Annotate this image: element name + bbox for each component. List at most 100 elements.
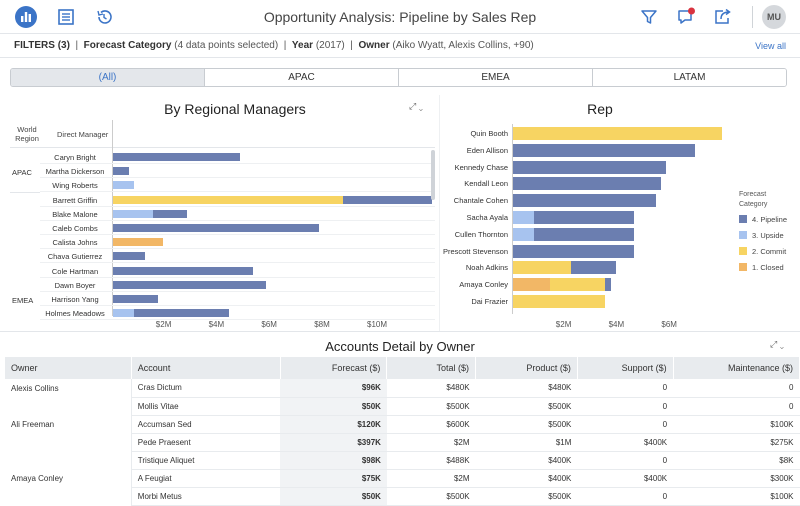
manager-name-0[interactable]: Caryn Bright bbox=[54, 153, 96, 162]
tab-apac[interactable]: APAC bbox=[204, 69, 398, 86]
legend-item-closed[interactable]: 1. Closed bbox=[739, 263, 784, 272]
bar-pipeline[interactable] bbox=[571, 261, 616, 275]
bar-pipeline[interactable] bbox=[513, 177, 661, 191]
manager-name-11[interactable]: Holmes Meadows bbox=[45, 309, 105, 319]
rep-name-5[interactable]: Sacha Ayala bbox=[466, 213, 508, 222]
table-row[interactable]: Alexis Collins Cras Dictum $96K $480K $480K 0… bbox=[5, 379, 800, 398]
rep-name-9[interactable]: Amaya Conley bbox=[459, 280, 508, 290]
bar-pipeline[interactable] bbox=[342, 195, 433, 204]
left-axis-line bbox=[112, 120, 113, 316]
table-row bbox=[40, 221, 435, 235]
rep-name-6[interactable]: Cullen Thornton bbox=[454, 229, 508, 239]
filter-icon[interactable] bbox=[637, 5, 661, 29]
comment-icon[interactable] bbox=[674, 5, 698, 29]
manager-name-1[interactable]: Martha Dickerson bbox=[45, 167, 105, 177]
bar-pipeline[interactable] bbox=[113, 153, 240, 161]
legend-item-upside[interactable]: 3. Upside bbox=[739, 231, 784, 240]
rep-name-3[interactable]: Kendall Leon bbox=[464, 179, 508, 189]
table-row[interactable]: Tristique Aliquet $98K $488K $400K 0 $8K bbox=[5, 451, 800, 470]
table-row bbox=[40, 235, 435, 250]
bar-commit[interactable] bbox=[549, 278, 606, 292]
col-account[interactable]: Account bbox=[131, 357, 281, 379]
bar-upside[interactable] bbox=[113, 209, 153, 218]
bar-pipeline[interactable] bbox=[113, 280, 267, 289]
bar-chart-icon[interactable] bbox=[14, 5, 38, 29]
manager-name-7[interactable]: Chava Gutierrez bbox=[47, 252, 103, 262]
bar-pipeline[interactable] bbox=[513, 160, 667, 174]
col-maintenance[interactable]: Maintenance ($) bbox=[673, 357, 800, 379]
rep-name-7[interactable]: Prescott Stevenson bbox=[442, 246, 508, 256]
rep-name-2[interactable]: Kennedy Chase bbox=[454, 162, 508, 172]
manager-name-9[interactable]: Dawn Boyer bbox=[54, 280, 96, 290]
filter-forecast-value: (4 data points selected) bbox=[174, 40, 279, 51]
bar-upside[interactable] bbox=[113, 309, 135, 318]
manager-name-5[interactable]: Caleb Combs bbox=[52, 224, 98, 233]
bar-pipeline[interactable] bbox=[534, 211, 635, 224]
rep-name-0[interactable]: Quin Booth bbox=[470, 129, 508, 138]
accounts-table: Owner Account Forecast ($) Total ($) Pro… bbox=[5, 357, 800, 506]
expand-icon[interactable]: ⤢ ⌄ bbox=[409, 101, 423, 111]
col-support[interactable]: Support ($) bbox=[577, 357, 674, 379]
bar-pipeline[interactable] bbox=[152, 209, 187, 218]
bar-pipeline[interactable] bbox=[113, 167, 129, 176]
bar-commit[interactable] bbox=[113, 195, 343, 204]
list-icon[interactable] bbox=[54, 5, 78, 29]
bar-commit[interactable] bbox=[513, 295, 606, 308]
table-row[interactable]: Morbi Metus $50K $500K $500K 0 $100K bbox=[5, 487, 800, 506]
cell-account: Pede Praesent bbox=[130, 433, 280, 452]
history-icon[interactable] bbox=[92, 5, 116, 29]
left-chart-scrollbar[interactable] bbox=[431, 150, 435, 200]
table-row[interactable]: Pede Praesent $397K $2M $1M $400K $275K bbox=[5, 433, 800, 452]
bar-pipeline[interactable] bbox=[513, 143, 696, 157]
bar-upside[interactable] bbox=[513, 227, 535, 241]
tab-latam[interactable]: LATAM bbox=[592, 69, 786, 86]
legend-item-pipeline[interactable]: 4. Pipeline bbox=[739, 215, 787, 224]
cell-support: 0 bbox=[577, 379, 674, 398]
bar-pipeline[interactable] bbox=[134, 309, 230, 318]
bar-upside[interactable] bbox=[113, 181, 135, 190]
cell-maintenance: $100K bbox=[673, 487, 800, 506]
bar-pipeline[interactable] bbox=[534, 227, 635, 241]
rep-name-8[interactable]: Noah Adkins bbox=[465, 263, 508, 273]
table-row[interactable]: Mollis Vitae $50K $500K $500K 0 0 bbox=[5, 397, 800, 416]
bar-pipeline[interactable] bbox=[113, 295, 158, 303]
bar-commit[interactable] bbox=[513, 127, 722, 140]
manager-name-8[interactable]: Cole Hartman bbox=[51, 266, 99, 276]
table-row[interactable]: Amaya Conley A Feugiat $75K $2M $400K $400K $3… bbox=[5, 469, 800, 488]
rep-name-10[interactable]: Dai Frazier bbox=[471, 297, 508, 306]
bar-commit[interactable] bbox=[513, 261, 572, 275]
bar-pipeline[interactable] bbox=[113, 252, 145, 261]
bar-pipeline[interactable] bbox=[113, 266, 253, 275]
bar-closed[interactable] bbox=[113, 238, 164, 247]
col-total[interactable]: Total ($) bbox=[386, 357, 477, 379]
avatar[interactable]: MU bbox=[762, 5, 786, 29]
manager-name-10[interactable]: Harrison Yang bbox=[51, 295, 99, 304]
cell-forecast: $120K bbox=[280, 415, 387, 434]
tab-all[interactable]: (All) bbox=[11, 69, 204, 86]
bar-upside[interactable] bbox=[513, 211, 535, 224]
share-icon[interactable] bbox=[711, 5, 735, 29]
filter-summary[interactable]: FILTERS (3) | Forecast Category (4 data … bbox=[14, 40, 534, 51]
bar-pipeline[interactable] bbox=[605, 278, 611, 292]
manager-name-6[interactable]: Calista Johns bbox=[52, 238, 98, 248]
bar-pipeline[interactable] bbox=[513, 194, 656, 208]
col-forecast[interactable]: Forecast ($) bbox=[280, 357, 388, 379]
table-body: Alexis Collins Cras Dictum $96K $480K $480K 0… bbox=[5, 379, 800, 506]
bar-pipeline[interactable] bbox=[513, 244, 635, 258]
legend-item-commit[interactable]: 2. Commit bbox=[739, 247, 786, 256]
col-product[interactable]: Product ($) bbox=[475, 357, 578, 379]
cell-account: Mollis Vitae bbox=[130, 397, 280, 416]
rep-name-4[interactable]: Chantale Cohen bbox=[453, 196, 508, 206]
cell-maintenance: $100K bbox=[673, 415, 800, 434]
rep-name-1[interactable]: Eden Allison bbox=[466, 145, 508, 155]
view-all-link[interactable]: View all bbox=[755, 41, 786, 51]
tab-emea[interactable]: EMEA bbox=[398, 69, 592, 86]
manager-name-2[interactable]: Wing Roberts bbox=[52, 181, 98, 191]
manager-name-4[interactable]: Blake Malone bbox=[52, 209, 98, 219]
table-row[interactable]: Ali Freeman Accumsan Sed $120K $600K $500K 0 $… bbox=[5, 415, 800, 434]
manager-name-3[interactable]: Barrett Griffin bbox=[52, 195, 98, 205]
bar-pipeline[interactable] bbox=[113, 224, 319, 232]
table-expand-icon[interactable]: ⤢ ⌄ bbox=[770, 339, 784, 349]
bar-closed[interactable] bbox=[513, 278, 550, 292]
col-owner[interactable]: Owner bbox=[5, 357, 132, 379]
